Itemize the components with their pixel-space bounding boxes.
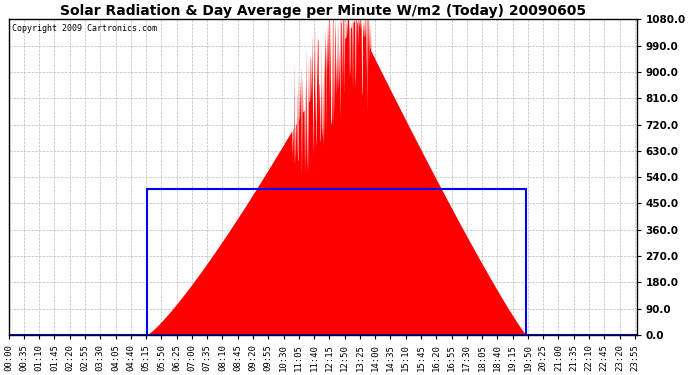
Title: Solar Radiation & Day Average per Minute W/m2 (Today) 20090605: Solar Radiation & Day Average per Minute… — [59, 4, 586, 18]
Text: Copyright 2009 Cartronics.com: Copyright 2009 Cartronics.com — [12, 24, 157, 33]
Bar — [146, 189, 526, 335]
